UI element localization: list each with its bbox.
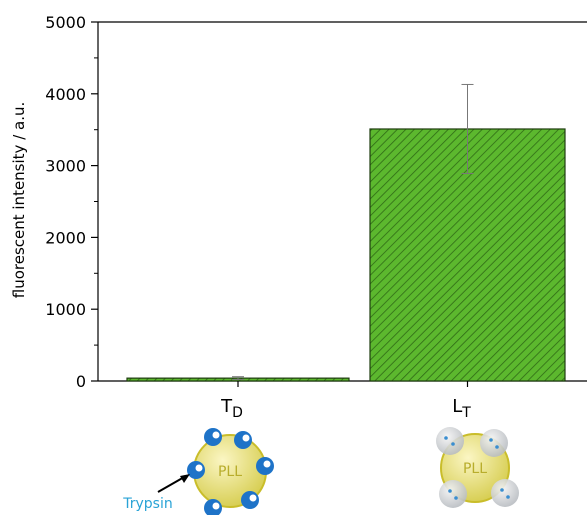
- pll-label: PLL: [463, 461, 487, 477]
- category-main: L: [452, 396, 462, 417]
- y-tick-label: 1000: [45, 300, 86, 319]
- y-tick-label: 3000: [45, 157, 86, 176]
- lt-illustration: PLL: [436, 427, 519, 508]
- category-subscript: D: [232, 405, 243, 421]
- y-tick-label: 0: [76, 372, 86, 391]
- x-tick-label: LT: [452, 396, 471, 421]
- y-tick-label: 4000: [45, 85, 86, 104]
- category-subscript: T: [461, 405, 471, 421]
- pll-label: PLL: [218, 464, 242, 480]
- trypsin-label: Trypsin: [122, 496, 172, 512]
- y-tick-label: 2000: [45, 228, 86, 247]
- y-tick-label: 5000: [45, 13, 86, 32]
- y-axis-label: fluorescent intensity / a.u.: [10, 102, 28, 299]
- td-illustration: PLL Trypsin: [122, 428, 274, 515]
- x-tick-label: TD: [220, 396, 243, 421]
- chart: fluorescent intensity / a.u. PLL Trypsin: [0, 0, 587, 515]
